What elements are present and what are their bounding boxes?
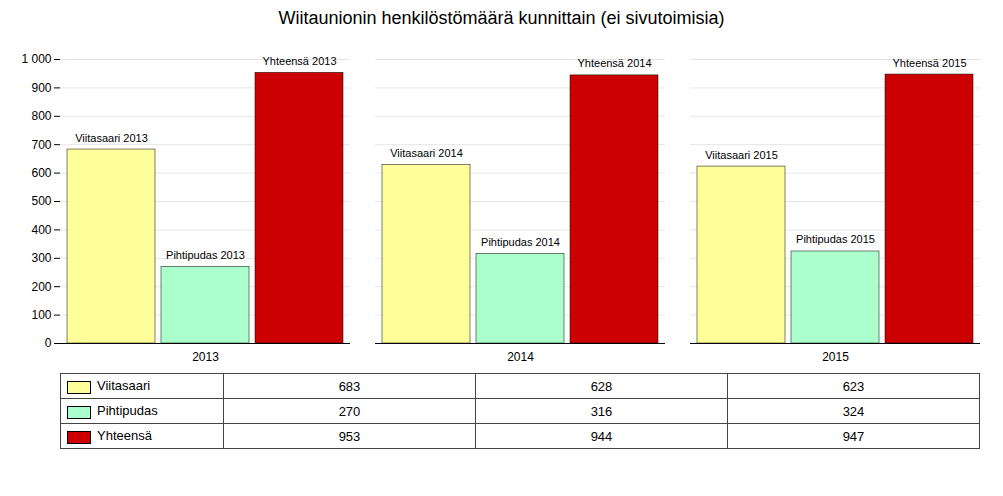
svg-text:900: 900 [31, 81, 51, 95]
svg-text:600: 600 [31, 166, 51, 180]
html-text:623: 623 [842, 378, 865, 394]
svg-text:700: 700 [31, 138, 51, 152]
html-text:316: 316 [590, 403, 613, 419]
svg-text:Pihtipudas 2014: Pihtipudas 2014 [481, 236, 560, 248]
svg-text:0: 0 [45, 336, 52, 350]
svg-text:Yhteensä 2014: Yhteensä 2014 [577, 57, 651, 69]
html-text:Yhteensä: Yhteensä [97, 428, 152, 444]
html-text:953: 953 [338, 428, 361, 444]
html-text:Viitasaari: Viitasaari [97, 378, 151, 394]
html-text:324: 324 [842, 403, 865, 419]
svg-text:1 000: 1 000 [21, 52, 51, 66]
svg-text:200: 200 [31, 280, 51, 294]
svg-text:Viitasaari 2014: Viitasaari 2014 [390, 147, 463, 159]
svg-text:Viitasaari 2015: Viitasaari 2015 [705, 149, 778, 161]
html-text:628: 628 [590, 378, 613, 394]
svg-text:300: 300 [31, 251, 51, 265]
svg-text:Yhteensä 2015: Yhteensä 2015 [892, 57, 966, 69]
svg-text:2014: 2014 [507, 350, 534, 364]
svg-text:800: 800 [31, 109, 51, 123]
svg-text:2015: 2015 [822, 350, 849, 364]
html-text:Pihtipudas: Pihtipudas [97, 403, 158, 419]
html-text:947: 947 [842, 428, 865, 444]
html-text:Wiitaunionin henkilöstömäärä k: Wiitaunionin henkilöstömäärä kunnittain … [278, 8, 725, 28]
svg-text:Pihtipudas 2015: Pihtipudas 2015 [796, 233, 875, 245]
html-text:683: 683 [338, 378, 361, 394]
svg-text:500: 500 [31, 194, 51, 208]
svg-text:400: 400 [31, 223, 51, 237]
svg-text:2013: 2013 [192, 350, 219, 364]
svg-text:Viitasaari 2013: Viitasaari 2013 [75, 132, 148, 144]
svg-text:100: 100 [31, 308, 51, 322]
svg-text:Yhteensä 2013: Yhteensä 2013 [262, 55, 336, 67]
html-text:270: 270 [338, 403, 361, 419]
svg-text:Pihtipudas 2013: Pihtipudas 2013 [166, 249, 245, 261]
html-text:944: 944 [590, 428, 613, 444]
